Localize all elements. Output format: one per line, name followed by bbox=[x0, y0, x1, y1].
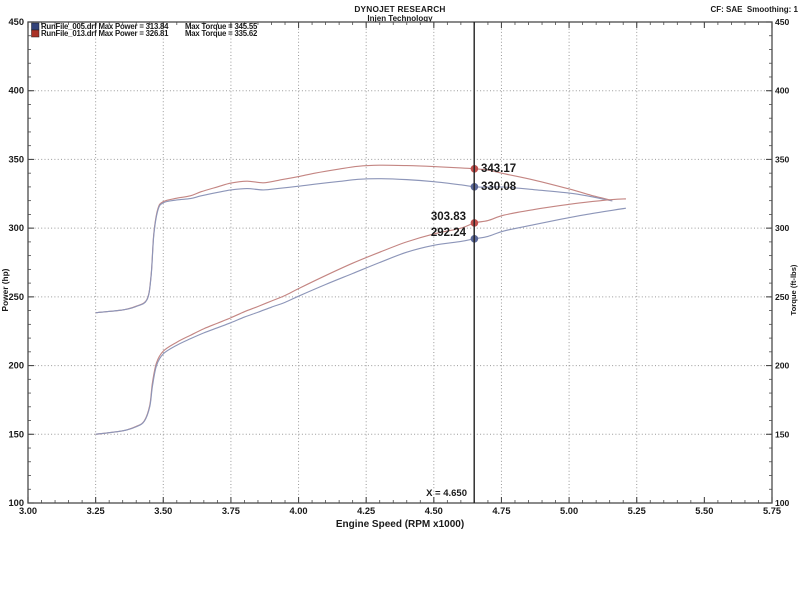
svg-text:4.25: 4.25 bbox=[357, 506, 375, 516]
svg-text:292.24: 292.24 bbox=[431, 227, 467, 239]
svg-text:200: 200 bbox=[775, 361, 790, 371]
svg-text:3.25: 3.25 bbox=[87, 506, 105, 516]
svg-text:4.50: 4.50 bbox=[425, 506, 443, 516]
svg-text:300: 300 bbox=[8, 223, 24, 233]
svg-text:150: 150 bbox=[775, 429, 790, 439]
svg-text:4.75: 4.75 bbox=[492, 506, 510, 516]
svg-text:350: 350 bbox=[775, 154, 790, 164]
svg-text:150: 150 bbox=[8, 429, 24, 439]
svg-text:300: 300 bbox=[775, 223, 790, 233]
svg-text:4.00: 4.00 bbox=[289, 506, 307, 516]
svg-text:5.00: 5.00 bbox=[560, 506, 578, 516]
svg-text:250: 250 bbox=[775, 292, 790, 302]
svg-text:Power (hp): Power (hp) bbox=[0, 268, 10, 311]
svg-text:330.08: 330.08 bbox=[481, 181, 517, 193]
svg-text:3.50: 3.50 bbox=[154, 506, 172, 516]
svg-text:400: 400 bbox=[775, 86, 790, 96]
svg-text:350: 350 bbox=[8, 154, 24, 164]
svg-text:3.75: 3.75 bbox=[222, 506, 240, 516]
svg-text:RunFile_013.drf Max Power = 32: RunFile_013.drf Max Power = 326.81 bbox=[41, 29, 169, 38]
svg-text:100: 100 bbox=[775, 498, 790, 508]
svg-text:Max Torque = 335.62: Max Torque = 335.62 bbox=[185, 29, 258, 38]
svg-text:400: 400 bbox=[8, 86, 24, 96]
svg-text:303.83: 303.83 bbox=[431, 211, 466, 223]
svg-text:5.25: 5.25 bbox=[628, 506, 646, 516]
svg-text:200: 200 bbox=[8, 361, 24, 371]
svg-text:250: 250 bbox=[8, 292, 24, 302]
svg-text:450: 450 bbox=[8, 17, 24, 27]
svg-text:Torque (ft-lbs): Torque (ft-lbs) bbox=[789, 264, 798, 315]
svg-text:100: 100 bbox=[8, 498, 24, 508]
svg-text:Engine Speed (RPM x1000): Engine Speed (RPM x1000) bbox=[336, 519, 464, 530]
svg-text:450: 450 bbox=[775, 17, 790, 27]
svg-text:343.17: 343.17 bbox=[481, 163, 516, 175]
svg-text:X = 4.650: X = 4.650 bbox=[426, 488, 467, 499]
svg-text:5.50: 5.50 bbox=[695, 506, 713, 516]
